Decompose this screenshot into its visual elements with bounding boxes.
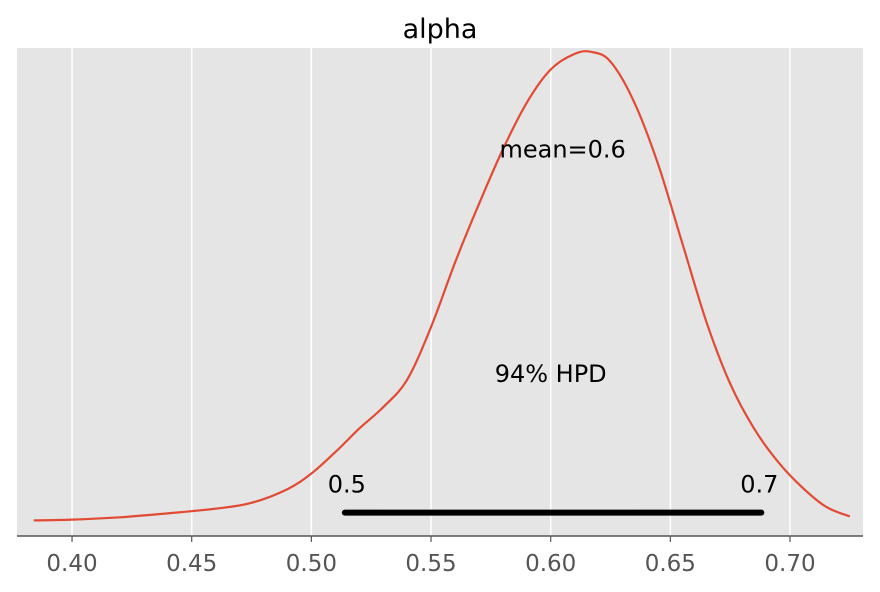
- x-tick-label: 0.50: [286, 551, 337, 577]
- chart-title: alpha: [403, 14, 478, 45]
- x-tick-label: 0.65: [645, 551, 696, 577]
- hpd-high-label: 0.7: [740, 471, 778, 499]
- x-ticks: 0.40 0.45 0.50 0.55 0.60 0.65 0.70: [46, 536, 816, 577]
- mean-label: mean=0.6: [499, 135, 625, 163]
- x-tick-label: 0.55: [405, 551, 456, 577]
- plot-background: [17, 48, 863, 536]
- grid-lines: [71, 48, 791, 536]
- x-tick-label: 0.70: [764, 551, 815, 577]
- density-curve: [33, 50, 851, 522]
- hpd-low-label: 0.5: [328, 471, 366, 499]
- x-tick-label: 0.40: [46, 551, 97, 577]
- hpd-label: 94% HPD: [495, 360, 607, 388]
- x-tick-label: 0.45: [166, 551, 217, 577]
- x-tick-label: 0.60: [525, 551, 576, 577]
